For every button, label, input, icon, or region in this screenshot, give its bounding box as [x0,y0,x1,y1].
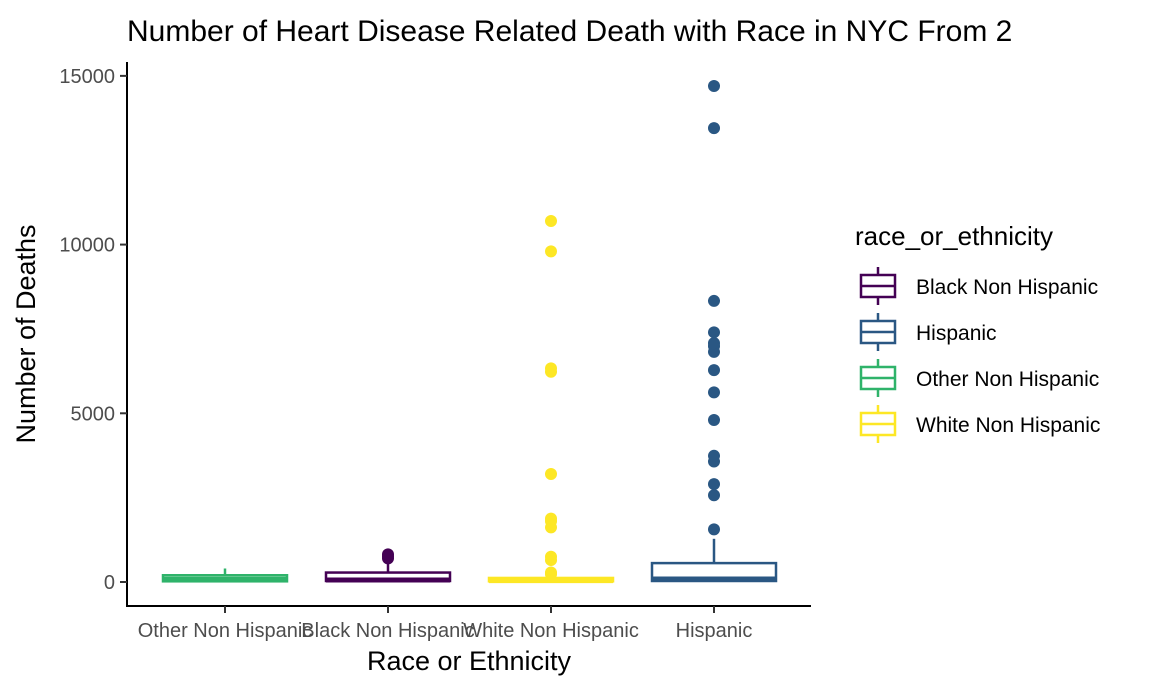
x-axis-title: Race or Ethnicity [367,646,572,676]
outlier-point [708,294,720,307]
outlier-point [545,214,557,227]
x-tick-label: Black Non Hispanic [301,620,474,642]
outlier-point [708,326,720,339]
outlier-point [545,362,557,375]
outlier-point [382,548,394,561]
chart-title: Number of Heart Disease Related Death wi… [127,15,1012,48]
outlier-point [708,414,720,427]
outlier-point [545,550,557,563]
legend: race_or_ethnicity Black Non Hispanic Hisp… [855,221,1100,443]
y-axis-ticks: 0 5000 10000 15000 [59,66,127,594]
legend-key [859,267,897,305]
outlier-point [708,449,720,462]
box-black-non-hispanic [324,548,452,583]
plot-area [161,80,778,584]
legend-title: race_or_ethnicity [855,221,1053,251]
outlier-point [708,364,720,377]
y-tick-label: 10000 [59,235,115,257]
legend-key [859,313,897,351]
outlier-point [545,512,557,525]
box-white-non-hispanic [487,214,615,584]
outlier-point [708,478,720,491]
outlier-point [708,337,720,350]
outlier-point [545,245,557,258]
outlier-point [545,566,557,579]
legend-key [859,359,897,397]
y-tick-label: 0 [104,572,115,594]
box-hispanic [650,80,778,583]
outlier-point [708,122,720,135]
legend-item-label: Black Non Hispanic [916,276,1098,299]
outlier-point [708,489,720,502]
x-tick-label: Other Non Hispanic [138,620,313,642]
y-tick-label: 5000 [71,403,116,425]
x-tick-label: White Non Hispanic [463,620,639,642]
outlier-point [708,80,720,92]
legend-key [859,405,897,443]
outlier-point [708,523,720,536]
y-tick-label: 15000 [59,66,115,88]
legend-item-label: Other Non Hispanic [916,368,1099,391]
outlier-point [708,386,720,399]
outlier-point [545,468,557,481]
y-axis-title: Number of Deaths [11,224,41,443]
box-other-non-hispanic [161,568,289,583]
x-tick-label: Hispanic [676,620,753,642]
legend-item-label: White Non Hispanic [916,414,1100,437]
legend-item-label: Hispanic [916,322,997,345]
